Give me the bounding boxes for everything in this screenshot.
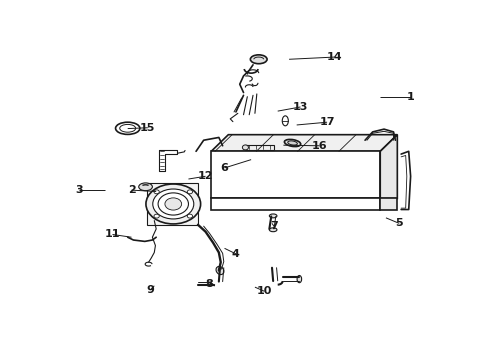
Text: 17: 17: [319, 117, 335, 127]
Ellipse shape: [187, 190, 193, 194]
Ellipse shape: [146, 184, 200, 224]
Text: 15: 15: [140, 123, 155, 133]
Bar: [245, 145, 274, 150]
Polygon shape: [380, 135, 397, 198]
Ellipse shape: [270, 214, 277, 218]
Ellipse shape: [284, 139, 301, 147]
Ellipse shape: [282, 116, 288, 126]
Text: 1: 1: [407, 92, 415, 102]
Ellipse shape: [154, 214, 159, 218]
Text: 8: 8: [205, 279, 213, 289]
Ellipse shape: [116, 122, 140, 134]
Ellipse shape: [297, 275, 302, 283]
Ellipse shape: [139, 183, 152, 191]
Text: 2: 2: [127, 185, 135, 195]
Ellipse shape: [120, 125, 136, 132]
Text: 10: 10: [257, 286, 272, 296]
Text: 7: 7: [270, 221, 278, 231]
Text: 5: 5: [395, 219, 403, 228]
Polygon shape: [147, 183, 198, 225]
Text: 6: 6: [220, 163, 228, 173]
Ellipse shape: [154, 190, 159, 194]
Ellipse shape: [165, 198, 182, 210]
Ellipse shape: [158, 193, 189, 215]
Text: 14: 14: [327, 52, 343, 62]
Ellipse shape: [187, 214, 193, 218]
Text: 3: 3: [75, 185, 83, 195]
Text: 11: 11: [105, 229, 120, 239]
Ellipse shape: [153, 189, 194, 219]
Text: 16: 16: [312, 141, 327, 151]
Text: 4: 4: [232, 249, 240, 259]
Text: 13: 13: [293, 102, 308, 112]
Polygon shape: [211, 151, 380, 198]
Polygon shape: [211, 135, 397, 151]
Ellipse shape: [250, 55, 267, 64]
Text: 12: 12: [198, 171, 213, 181]
Polygon shape: [211, 198, 380, 210]
Ellipse shape: [243, 145, 248, 150]
Text: 9: 9: [147, 285, 154, 295]
Ellipse shape: [216, 266, 224, 275]
Ellipse shape: [270, 228, 277, 232]
Polygon shape: [380, 198, 397, 210]
Ellipse shape: [288, 141, 297, 145]
